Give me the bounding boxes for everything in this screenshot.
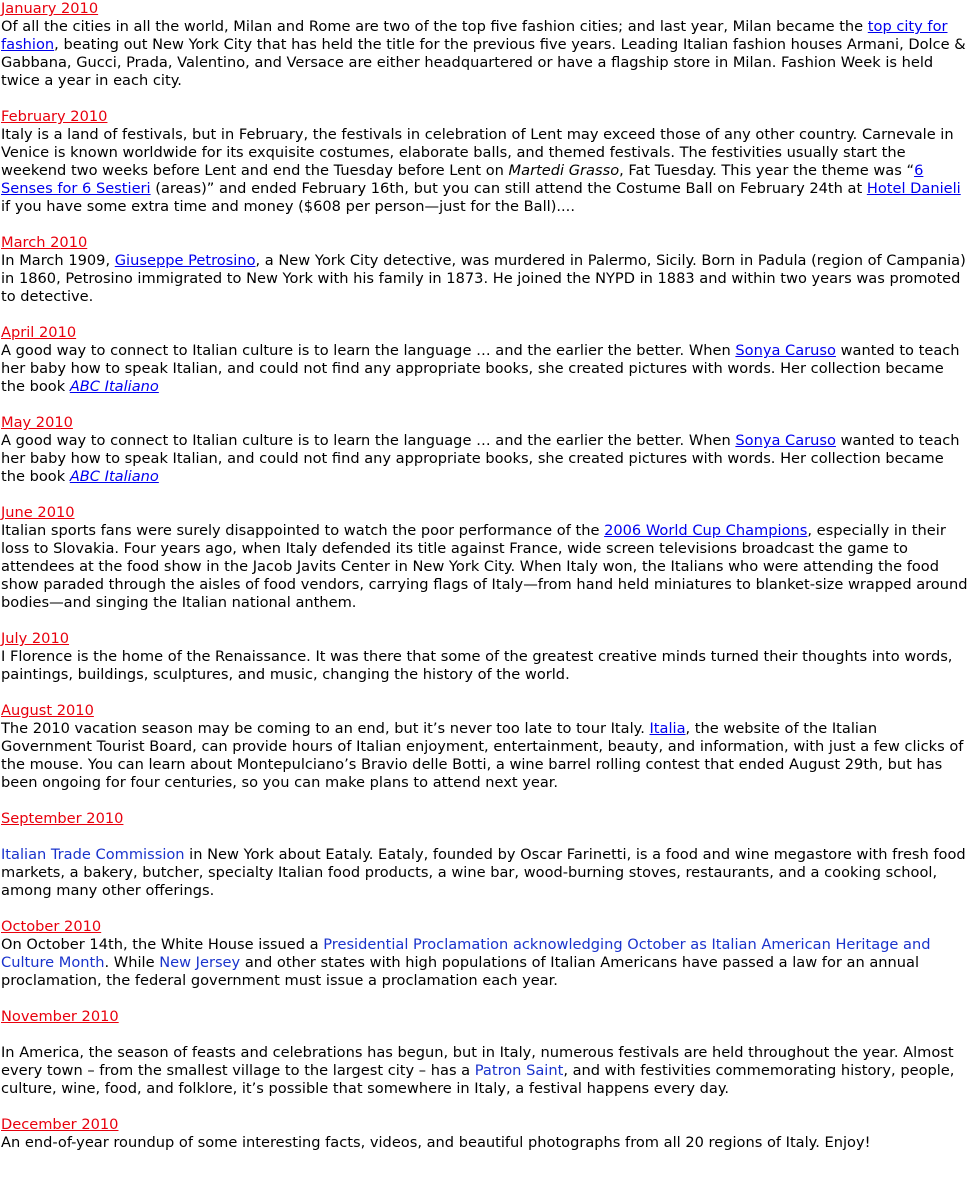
link-presidential-proclamation[interactable]: Presidential Proclamation acknowledging … — [1, 936, 931, 971]
entry-body-september: Italian Trade Commission in New York abo… — [1, 846, 968, 900]
entry-body-december: An end-of-year roundup of some interesti… — [1, 1134, 968, 1152]
text: (areas)” and ended February 16th, but yo… — [150, 180, 867, 197]
text: Italy is a land of festivals, but in Feb… — [1, 126, 954, 179]
entry-october: October 2010 On October 14th, the White … — [1, 918, 968, 990]
month-link-september[interactable]: September 2010 — [1, 810, 124, 827]
entry-june: June 2010 Italian sports fans were surel… — [1, 504, 968, 612]
spacer — [1, 1026, 968, 1044]
month-link-may[interactable]: May 2010 — [1, 414, 73, 431]
entry-august: August 2010 The 2010 vacation season may… — [1, 702, 968, 792]
month-link-october[interactable]: October 2010 — [1, 918, 102, 935]
link-abc-italiano[interactable]: ABC Italiano — [69, 378, 159, 395]
text: , beating out New York City that has hel… — [1, 36, 966, 89]
link-new-jersey[interactable]: New Jersey — [159, 954, 241, 971]
text: Italian sports fans were surely disappoi… — [1, 522, 605, 539]
month-link-july[interactable]: July 2010 — [1, 630, 70, 647]
entry-body-january: Of all the cities in all the world, Mila… — [1, 18, 968, 90]
italic-text: Martedi Grasso — [508, 162, 620, 179]
entry-body-march: In March 1909, Giuseppe Petrosino, a New… — [1, 252, 968, 306]
text: , the website of the Italian Government … — [1, 720, 964, 791]
month-link-march[interactable]: March 2010 — [1, 234, 88, 251]
text: , especially in their loss to Slovakia. … — [1, 522, 968, 611]
entry-body-june: Italian sports fans were surely disappoi… — [1, 522, 968, 612]
entry-february: February 2010 Italy is a land of festiva… — [1, 108, 968, 216]
link-top-city-for-fashion[interactable]: top city for fashion — [1, 18, 948, 53]
link-sonya-caruso[interactable]: Sonya Caruso — [735, 342, 836, 359]
entry-december: December 2010 An end-of-year roundup of … — [1, 1116, 968, 1152]
entry-september: September 2010 Italian Trade Commission … — [1, 810, 968, 900]
entry-body-october: On October 14th, the White House issued … — [1, 936, 968, 990]
text: , and with festivities commemorating his… — [1, 1062, 955, 1097]
text: A good way to connect to Italian culture… — [1, 342, 736, 359]
entry-body-august: The 2010 vacation season may be coming t… — [1, 720, 968, 792]
entry-body-may: A good way to connect to Italian culture… — [1, 432, 968, 486]
text: , Fat Tuesday. This year the theme was “ — [619, 162, 915, 179]
spacer — [1, 828, 968, 846]
text: in New York about Eataly. Eataly, founde… — [1, 846, 966, 899]
link-italian-trade-commission[interactable]: Italian Trade Commission — [1, 846, 185, 863]
text: The 2010 vacation season may be coming t… — [1, 720, 650, 737]
month-link-june[interactable]: June 2010 — [1, 504, 75, 521]
entry-body-february: Italy is a land of festivals, but in Feb… — [1, 126, 968, 216]
text: and other states with high populations o… — [1, 954, 920, 989]
month-link-november[interactable]: November 2010 — [1, 1008, 119, 1025]
entry-november: November 2010 In America, the season of … — [1, 1008, 968, 1098]
link-6-senses[interactable]: 6 Senses for 6 Sestieri — [1, 162, 924, 197]
link-hotel-danieli[interactable]: Hotel Danieli — [866, 180, 961, 197]
link-world-cup-champions[interactable]: 2006 World Cup Champions — [604, 522, 808, 539]
link-patron-saint[interactable]: Patron Saint — [474, 1062, 564, 1079]
entry-body-november: In America, the season of feasts and cel… — [1, 1044, 968, 1098]
month-link-february[interactable]: February 2010 — [1, 108, 108, 125]
text: . While — [104, 954, 160, 971]
text: , a New York City detective, was murdere… — [1, 252, 966, 305]
text: if you have some extra time and money ($… — [1, 198, 575, 215]
entry-body-july: I Florence is the home of the Renaissanc… — [1, 648, 968, 684]
month-link-april[interactable]: April 2010 — [1, 324, 77, 341]
entry-may: May 2010 A good way to connect to Italia… — [1, 414, 968, 486]
text: On October 14th, the White House issued … — [1, 936, 324, 953]
text: In America, the season of feasts and cel… — [1, 1044, 954, 1079]
link-italia[interactable]: Italia — [649, 720, 686, 737]
entry-april: April 2010 A good way to connect to Ital… — [1, 324, 968, 396]
text: An end-of-year roundup of some interesti… — [1, 1134, 871, 1151]
entry-body-april: A good way to connect to Italian culture… — [1, 342, 968, 396]
text: wanted to teach her baby how to speak It… — [1, 432, 960, 485]
text: A good way to connect to Italian culture… — [1, 432, 736, 449]
link-sonya-caruso[interactable]: Sonya Caruso — [735, 432, 836, 449]
month-link-january[interactable]: January 2010 — [1, 0, 99, 17]
month-link-august[interactable]: August 2010 — [1, 702, 94, 719]
entry-january: January 2010 Of all the cities in all th… — [1, 0, 968, 90]
entry-march: March 2010 In March 1909, Giuseppe Petro… — [1, 234, 968, 306]
entry-july: July 2010 I Florence is the home of the … — [1, 630, 968, 684]
text: In March 1909, — [1, 252, 115, 269]
text: I Florence is the home of the Renaissanc… — [1, 648, 953, 683]
text: wanted to teach her baby how to speak It… — [1, 342, 960, 395]
text: Of all the cities in all the world, Mila… — [1, 18, 868, 35]
link-abc-italiano[interactable]: ABC Italiano — [69, 468, 159, 485]
month-link-december[interactable]: December 2010 — [1, 1116, 119, 1133]
archive-page: January 2010 Of all the cities in all th… — [1, 0, 968, 1152]
link-giuseppe-petrosino[interactable]: Giuseppe Petrosino — [114, 252, 256, 269]
